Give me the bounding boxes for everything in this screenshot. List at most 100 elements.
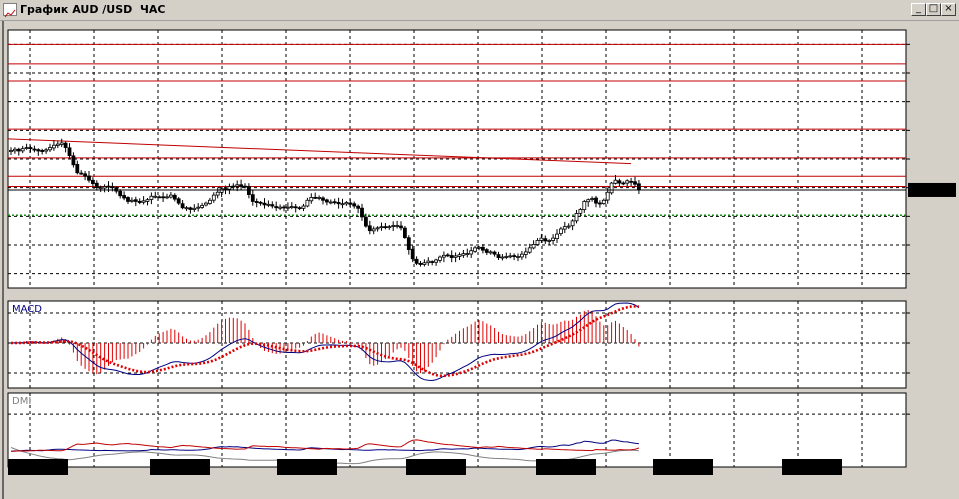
candle-down: [383, 226, 388, 229]
candle-down: [239, 184, 244, 187]
candle-up: [477, 246, 481, 249]
candle-down: [28, 147, 33, 150]
candle-up: [102, 186, 107, 189]
candle-up: [52, 144, 56, 149]
candle-up: [309, 197, 314, 202]
candle-up: [301, 205, 306, 209]
candle-up: [153, 195, 158, 198]
candle-up: [527, 247, 532, 253]
candle-down: [71, 155, 76, 166]
candle-up: [422, 262, 427, 265]
window-title: График AUD /USD ЧАС: [20, 3, 166, 16]
candle-up: [149, 195, 154, 200]
candle-down: [356, 205, 361, 209]
candle-down: [410, 248, 415, 260]
candle-up: [523, 251, 528, 255]
candle-down: [445, 254, 450, 257]
candle-down: [270, 204, 275, 207]
candle-down: [336, 202, 341, 205]
date-badge: [277, 459, 337, 475]
candle-up: [473, 247, 478, 252]
support-resistance-lines[interactable]: [7, 43, 906, 216]
candle-up: [235, 184, 240, 187]
candle-up: [574, 213, 579, 222]
dmi-minus-line: [11, 439, 640, 452]
candle-down: [512, 255, 516, 257]
candle-up: [192, 207, 197, 210]
candle-down: [492, 251, 497, 255]
candle-down: [122, 195, 126, 199]
candle-down: [63, 142, 68, 148]
candle-up: [426, 260, 431, 264]
candle-up: [582, 201, 587, 210]
y-axis-labels: [8, 43, 956, 415]
candle-up: [551, 237, 555, 241]
candle-down: [118, 190, 123, 197]
grid-lines: [8, 30, 906, 467]
candle-up: [305, 199, 310, 207]
minimize-button[interactable]: _: [911, 3, 926, 16]
title-bar[interactable]: График AUD /USD ЧАС _ □ ×: [0, 0, 959, 21]
date-badge: [150, 459, 210, 475]
candle-up: [601, 199, 606, 205]
candle-up: [285, 206, 290, 209]
candle-up: [141, 200, 146, 203]
candle-up: [559, 228, 563, 235]
candle-up: [469, 250, 474, 255]
candle-up: [24, 147, 29, 149]
candle-down: [75, 164, 80, 174]
candle-down: [258, 201, 263, 204]
candle-up: [371, 228, 376, 232]
close-button[interactable]: ×: [941, 3, 956, 16]
candle-down: [79, 172, 84, 175]
candle-down: [633, 181, 637, 185]
candle-up: [613, 179, 618, 184]
candle-down: [126, 197, 130, 202]
candle-down: [94, 182, 99, 189]
candle-down: [402, 227, 407, 238]
candle-down: [262, 202, 267, 206]
candle-down: [496, 254, 501, 259]
candle-up: [625, 180, 630, 184]
candle-up: [48, 147, 52, 151]
candle-down: [282, 206, 286, 209]
candle-down: [161, 196, 166, 199]
candle-down: [297, 207, 302, 210]
candle-up: [590, 198, 594, 200]
candle-down: [293, 206, 298, 209]
candle-up: [555, 233, 559, 239]
candle-down: [114, 187, 119, 192]
date-badge: [406, 459, 466, 475]
candle-up: [578, 209, 583, 214]
candle-up: [12, 148, 17, 152]
candle-up: [504, 256, 509, 258]
candle-down: [40, 150, 45, 152]
candle-up: [200, 205, 205, 208]
candle-up: [215, 191, 220, 196]
date-badge: [653, 459, 713, 475]
candle-down: [250, 194, 255, 202]
candle-up: [375, 227, 380, 230]
candle-up: [379, 226, 384, 229]
chart-canvas[interactable]: MACD DMI: [0, 21, 959, 499]
candle-down: [363, 216, 368, 227]
candle-up: [453, 255, 458, 258]
candle-down: [246, 186, 251, 195]
candle-up: [129, 199, 134, 202]
x-axis-labels: [8, 459, 842, 475]
candle-up: [165, 196, 169, 199]
candle-down: [543, 238, 548, 242]
candle-down: [449, 255, 454, 259]
candle-down: [188, 207, 193, 210]
candle-down: [637, 183, 641, 191]
date-badge: [782, 459, 842, 475]
candle-up: [344, 202, 349, 205]
candle-down: [110, 186, 115, 189]
candle-up: [204, 202, 208, 206]
maximize-button[interactable]: □: [926, 3, 941, 16]
candle-up: [55, 143, 60, 146]
candle-down: [629, 180, 633, 183]
macd-series: [10, 302, 640, 382]
candle-down: [157, 196, 162, 199]
candle-down: [106, 185, 111, 188]
